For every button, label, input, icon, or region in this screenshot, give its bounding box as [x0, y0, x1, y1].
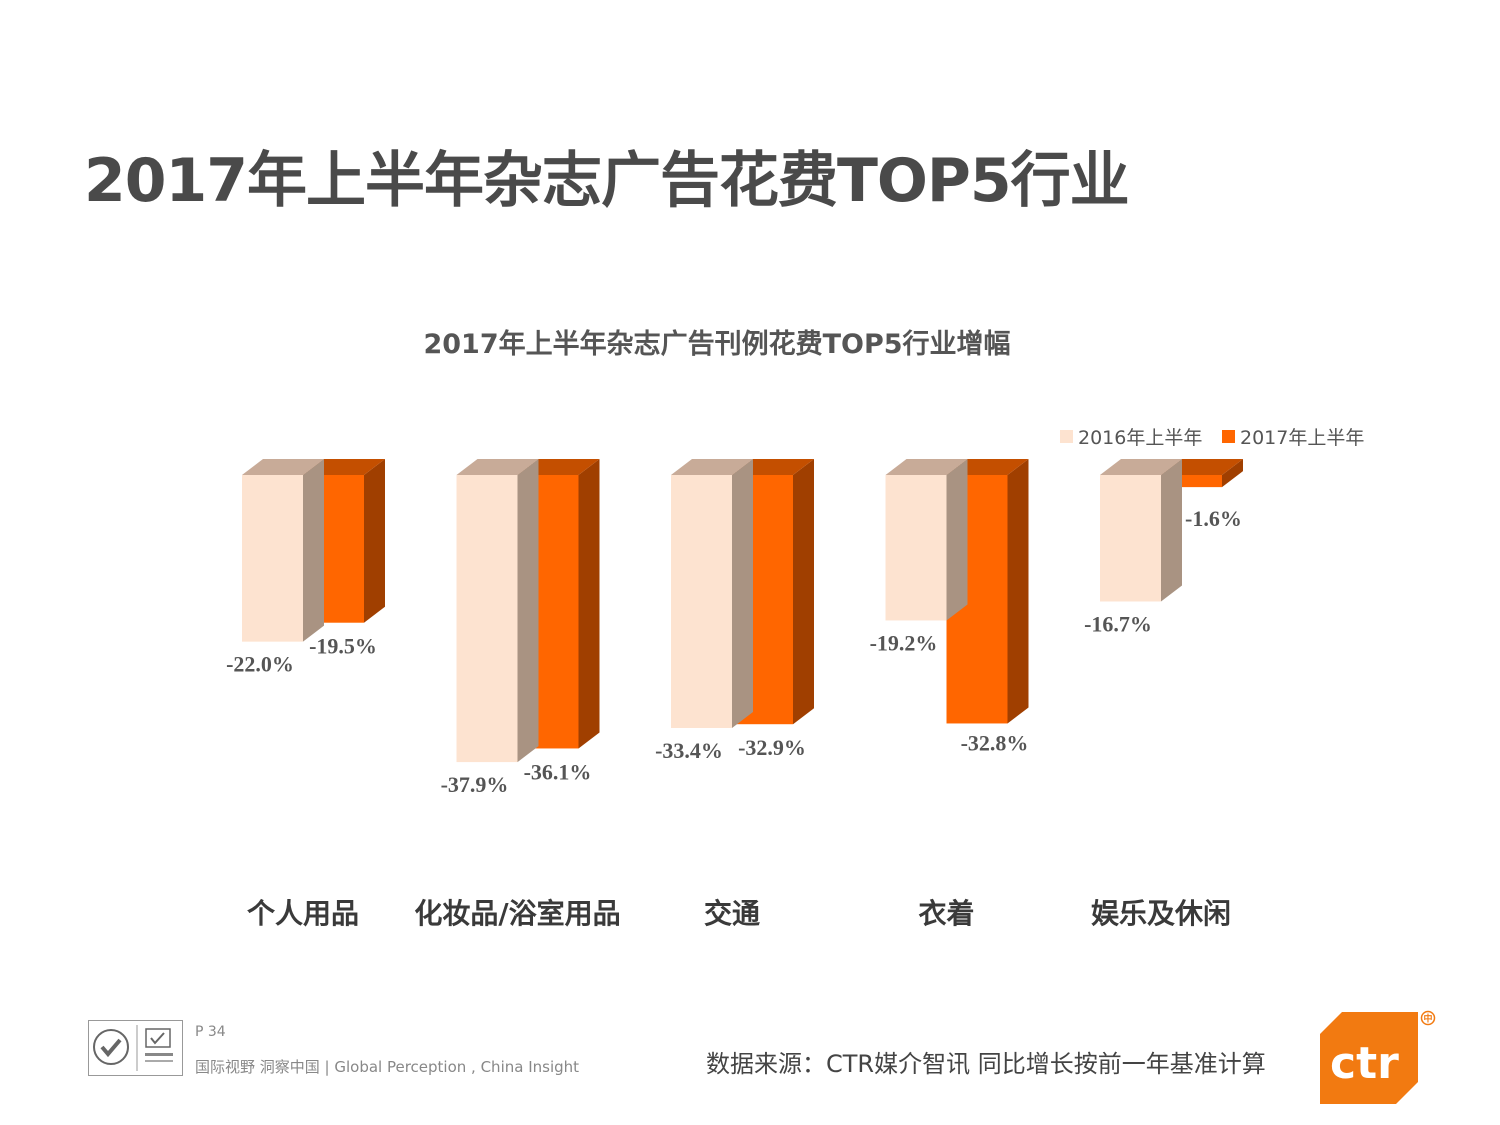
bar-side-face [1161, 459, 1182, 602]
value-label-2016-4: -16.7% [1084, 612, 1152, 637]
legend-label-2017: 2017年上半年 [1240, 427, 1364, 449]
legend-label-2016: 2016年上半年 [1078, 427, 1202, 449]
category-label-1: 化妆品/浴室用品 [414, 897, 620, 930]
value-label-2016-1: -37.9% [441, 772, 509, 797]
certification-badges [88, 1020, 183, 1076]
bar-side-face [1007, 459, 1029, 724]
value-label-2017-2: -32.9% [738, 735, 806, 760]
value-label-2017-0: -19.5% [309, 634, 377, 659]
bar-side-face [364, 459, 385, 623]
bar-top-face [456, 459, 539, 475]
bars-layer [242, 459, 1243, 763]
category-label-0: 个人用品 [247, 897, 359, 930]
logo-text: ctr [1330, 1038, 1399, 1089]
category-label-2: 交通 [704, 897, 760, 930]
data-source-note: 数据来源：CTR媒介智讯 同比增长按前一年基准计算 [706, 1050, 1266, 1078]
bar-2016-1 [456, 459, 539, 763]
logo-mark-text: 中 [1423, 1013, 1432, 1025]
bar-side-face [732, 459, 753, 729]
value-label-2017-1: -36.1% [524, 759, 592, 784]
bar-top-face [242, 459, 324, 475]
value-label-2017-4: -1.6% [1185, 506, 1242, 531]
bar-side-face [303, 459, 324, 642]
bar-side-face [578, 459, 600, 749]
value-label-2016-0: -22.0% [226, 652, 294, 677]
ctr-logo: ctr [1320, 1012, 1418, 1104]
bar-2016-0 [242, 459, 324, 642]
value-label-2017-3: -32.8% [961, 730, 1029, 755]
legend-swatch-2016 [1060, 430, 1073, 443]
bar-top-face [1100, 459, 1182, 475]
bar-front-face [242, 475, 303, 642]
bar-side-face [793, 459, 814, 725]
page-number: P 34 [195, 1024, 226, 1040]
value-label-2016-3: -19.2% [870, 630, 938, 655]
footer-slogan: 国际视野 洞察中国 | Global Perception , China In… [195, 1058, 580, 1076]
bar-side-face [946, 459, 968, 621]
bar-2016-3 [885, 459, 968, 621]
value-label-2016-2: -33.4% [655, 738, 723, 763]
bar-top-face [885, 459, 968, 475]
bar-front-face [671, 475, 732, 729]
bar-front-face [885, 475, 947, 621]
legend-swatch-2017 [1222, 430, 1235, 443]
bar-top-face [671, 459, 753, 475]
bar-side-face [1222, 459, 1243, 488]
bar-chart: -22.0% -19.5% 个人用品 -37.9% -36.1% 化妆品/浴室用品 -33.… [226, 427, 1364, 930]
certification-icon [93, 1025, 173, 1071]
bar-front-face [456, 475, 518, 763]
category-label-3: 衣着 [918, 897, 974, 930]
labels-layer: -22.0% -19.5% 个人用品 -37.9% -36.1% 化妆品/浴室用品 -33.… [226, 506, 1242, 930]
bar-side-face [517, 459, 539, 763]
bar-2016-4 [1100, 459, 1182, 602]
bar-front-face [1100, 475, 1161, 602]
category-label-4: 娱乐及休闲 [1091, 897, 1231, 930]
bar-2016-2 [671, 459, 753, 729]
page-title: 2017年上半年杂志广告花费TOP5行业 [84, 146, 1130, 216]
chart-title: 2017年上半年杂志广告刊例花费TOP5行业增幅 [423, 329, 1011, 360]
logo-registered-mark: 中 [1420, 1010, 1436, 1026]
legend: 2016年上半年 2017年上半年 [1060, 427, 1364, 449]
